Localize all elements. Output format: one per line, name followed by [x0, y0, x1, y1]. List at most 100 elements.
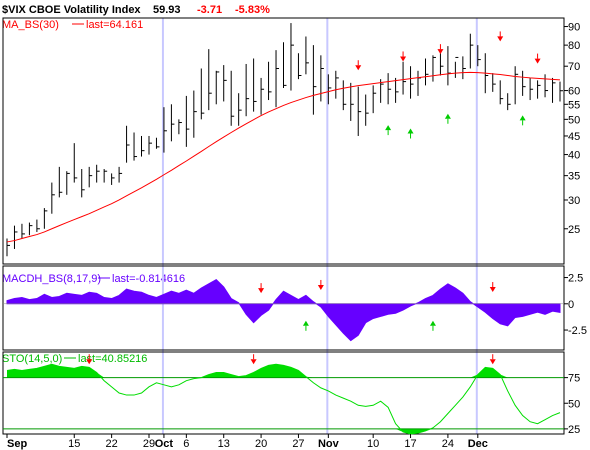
price-signal-down [437, 49, 444, 55]
x-tick-label-6: 13 [218, 438, 230, 450]
x-tick-label-2: 22 [105, 438, 117, 450]
price-bar [297, 53, 302, 80]
price-ytick-label-7: 60 [568, 86, 580, 98]
price-bar [253, 58, 257, 112]
price-bar [13, 225, 18, 249]
price-change: -3.71 [197, 4, 222, 16]
chart-header: $VIX CBOE Volatility Index 59.93 -3.71 -… [2, 4, 270, 16]
price-bar [492, 73, 496, 92]
sto-signal-down [489, 359, 496, 365]
sto-ytick-label-2: 25 [568, 424, 580, 436]
price-bar [305, 36, 309, 75]
price-signal-down [497, 36, 504, 42]
price-bar [178, 119, 182, 135]
price-ytick-label-0: 25 [568, 224, 580, 236]
price-bar [163, 107, 167, 153]
price-bar [28, 222, 33, 236]
price-bar [514, 66, 519, 105]
x-tick-label-4: Oct [155, 438, 174, 450]
x-tick-label-11: 17 [404, 438, 416, 450]
price-signal-down [400, 56, 407, 62]
macd-signal-down [489, 287, 496, 293]
price-ytick-label-8: 70 [568, 61, 580, 73]
price-bar [238, 93, 242, 126]
price-bar [312, 45, 317, 115]
ma-legend-label: MA_BS(30) [2, 19, 59, 31]
price-bar [96, 164, 100, 183]
x-tick-label-12: 24 [442, 438, 454, 450]
price-bar [155, 137, 160, 149]
x-tick-label-3: 29 [143, 438, 155, 450]
price-bar [36, 219, 40, 232]
macd-panel-border [2, 265, 565, 351]
price-bar [417, 70, 422, 96]
macd-histogram-area [6, 279, 561, 342]
price-bar [283, 42, 287, 88]
price-bar [21, 223, 25, 239]
macd-ytick-label-2: -2.5 [568, 325, 587, 337]
x-tick-label-5: 6 [183, 438, 189, 450]
price-signal-up [407, 128, 414, 134]
ma-legend-value: last=64.161 [86, 19, 143, 31]
price-bar [327, 74, 332, 105]
price-ytick-label-4: 45 [568, 131, 580, 143]
sto-signal-down [86, 359, 93, 365]
price-bar [126, 125, 130, 163]
price-bar [230, 70, 235, 126]
price-bar [170, 104, 175, 142]
price-bar [365, 94, 369, 126]
price-panel-border [2, 17, 565, 265]
price-signal-up [519, 115, 526, 121]
chart-title: $VIX CBOE Volatility Index [2, 4, 141, 16]
price-bar [522, 70, 526, 96]
x-tick-label-0: Sep [7, 438, 27, 450]
sto-legend-label: STO(14,5,0) [2, 353, 62, 365]
macd-legend-value: last=-0.814616 [112, 273, 185, 285]
price-bar [185, 95, 190, 147]
macd-signal-down [317, 284, 324, 290]
price-bar [200, 68, 205, 120]
price-bar [245, 63, 250, 117]
x-tick-label-13: Dec [468, 438, 488, 450]
price-bar [342, 80, 347, 111]
ma-line [6, 71, 561, 243]
sto-ytick-label-0: 75 [568, 373, 580, 385]
x-tick-label-7: 20 [255, 438, 267, 450]
price-bar [141, 135, 145, 157]
price-ytick-label-3: 40 [568, 150, 580, 162]
price-bar [529, 77, 534, 101]
price-bar [51, 182, 55, 214]
price-bar [477, 45, 481, 67]
price-ytick-label-6: 55 [568, 99, 580, 111]
price-bar [133, 132, 138, 161]
price-ytick-label-10: 90 [568, 22, 580, 34]
sto-overbought-fill [7, 364, 560, 378]
sto-ytick-label-1: 50 [568, 398, 580, 410]
price-bar [410, 66, 414, 99]
price-bar [462, 56, 466, 80]
macd-ytick-label-0: 2.5 [568, 273, 583, 285]
price-bar [73, 143, 78, 183]
price-bar [395, 77, 399, 103]
x-tick-label-8: 27 [292, 438, 304, 450]
price-bar [215, 70, 220, 105]
price-bar [559, 81, 563, 102]
price-bar [469, 33, 474, 69]
price-bar [118, 166, 123, 183]
ma-legend: MA_BS(30) last=64.161 [2, 19, 143, 31]
x-tick-label-1: 15 [68, 438, 80, 450]
macd-signal-down [258, 288, 265, 294]
price-bar [223, 65, 227, 102]
price-bar [552, 77, 556, 103]
price-bar [439, 53, 444, 76]
price-bar [447, 46, 451, 86]
price-bar [111, 173, 115, 185]
sto-signal-down [250, 359, 257, 365]
price-bar [81, 169, 85, 198]
price-bar [208, 49, 212, 111]
price-bar [43, 208, 48, 229]
price-bar [103, 169, 108, 183]
price-bar [507, 93, 511, 111]
